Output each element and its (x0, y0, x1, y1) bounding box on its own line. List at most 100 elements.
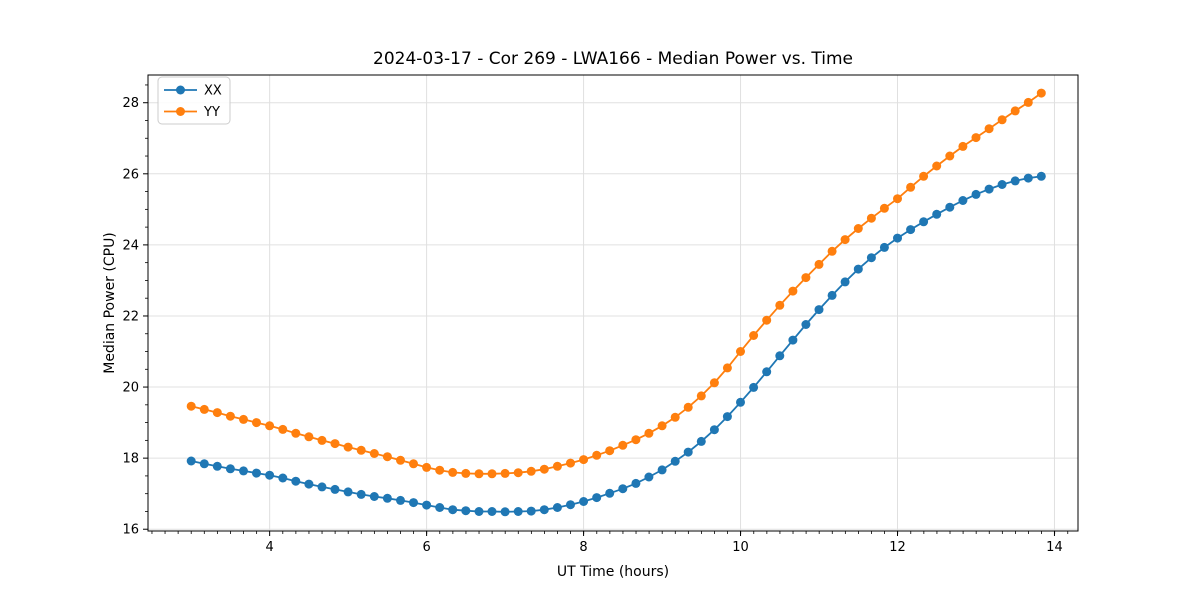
data-point-XX (971, 189, 981, 199)
data-point-YY (932, 161, 942, 171)
data-point-XX (1010, 176, 1020, 186)
axis-ticks: 4 6 8 10 12 14 16 18 20 22 24 26 28 (122, 84, 1069, 555)
data-point-XX (343, 487, 353, 497)
data-point-XX (775, 351, 785, 361)
data-point-XX (853, 264, 863, 274)
data-point-YY (709, 378, 719, 388)
data-point-XX (683, 447, 693, 457)
data-point-YY (513, 468, 523, 478)
data-point-YY (369, 449, 379, 458)
data-point-XX (448, 505, 458, 515)
y-tick-label: 22 (122, 309, 139, 324)
data-point-XX (788, 335, 798, 345)
data-point-YY (186, 401, 196, 411)
y-tick-label: 26 (122, 167, 139, 182)
data-point-XX (618, 484, 628, 494)
data-point-XX (592, 493, 602, 503)
y-tick-label: 28 (122, 96, 139, 111)
x-tick-label: 4 (266, 540, 274, 555)
data-point-XX (722, 412, 732, 422)
data-point-YY (762, 315, 772, 325)
data-point-YY (984, 124, 994, 134)
data-point-YY (382, 452, 392, 462)
legend-label: XX (204, 84, 222, 99)
data-point-XX (225, 464, 235, 474)
data-point-YY (840, 235, 850, 245)
data-point-YY (814, 259, 824, 269)
data-point-XX (631, 478, 641, 488)
data-point-YY (788, 286, 798, 296)
data-point-XX (945, 202, 955, 212)
data-point-YY (474, 469, 484, 479)
x-tick-label: 8 (579, 540, 587, 555)
data-point-XX (382, 493, 392, 503)
data-point-XX (657, 465, 667, 475)
data-point-XX (906, 225, 916, 235)
data-point-YY (592, 450, 602, 460)
data-point-XX (736, 397, 745, 407)
y-tick-label: 16 (122, 523, 139, 538)
data-point-XX (566, 500, 575, 510)
data-point-YY (853, 224, 863, 233)
data-point-YY (291, 428, 301, 438)
data-point-XX (866, 253, 876, 263)
plot-frame (147, 74, 1079, 532)
data-point-YY (396, 455, 405, 465)
data-point-XX (356, 489, 366, 499)
data-point-YY (212, 408, 222, 418)
data-point-XX (997, 180, 1007, 189)
x-tick-label: 10 (732, 540, 749, 555)
data-point-XX (801, 320, 811, 329)
legend-marker-icon (176, 107, 185, 116)
data-point-YY (487, 469, 497, 479)
data-point-YY (199, 404, 209, 414)
data-point-XX (291, 476, 301, 486)
data-point-XX (239, 466, 248, 476)
data-point-YY (239, 414, 248, 424)
data-point-XX (278, 473, 288, 483)
data-point-XX (919, 217, 929, 227)
data-point-YY (579, 455, 589, 465)
data-point-YY (971, 133, 981, 143)
x-tick-label: 6 (422, 540, 430, 555)
data-point-YY (343, 442, 353, 452)
legend: XX YY (157, 76, 231, 125)
y-axis-label: Median Power (CPU) (102, 232, 118, 374)
data-point-YY (696, 391, 706, 401)
data-point-YY (866, 213, 876, 223)
data-point-YY (906, 182, 916, 192)
data-point-YY (265, 421, 275, 431)
grid-lines (148, 75, 1078, 531)
legend-item-YY: YY (164, 105, 220, 120)
data-point-XX (212, 461, 222, 471)
data-point-YY (893, 194, 902, 204)
data-point-XX (670, 456, 680, 466)
data-point-XX (984, 184, 994, 194)
data-point-XX (879, 242, 889, 252)
legend-label: YY (203, 105, 220, 120)
data-point-XX (762, 367, 772, 377)
data-point-YY (448, 467, 458, 477)
data-point-YY (683, 402, 693, 412)
data-point-YY (827, 246, 837, 256)
data-point-YY (1023, 97, 1033, 107)
data-point-YY (566, 458, 575, 468)
data-point-XX (605, 488, 615, 498)
data-point-XX (552, 503, 562, 512)
x-tick-label: 14 (1046, 540, 1063, 555)
data-point-YY (304, 432, 314, 442)
data-point-YY (435, 465, 445, 475)
data-point-XX (827, 290, 837, 300)
data-point-XX (1036, 171, 1046, 181)
data-point-XX (958, 196, 968, 205)
data-point-YY (278, 424, 288, 434)
data-point-XX (252, 468, 261, 478)
data-point-YY (1010, 106, 1020, 116)
data-point-XX (513, 507, 523, 516)
data-point-YY (919, 171, 929, 181)
data-point-YY (670, 412, 680, 422)
data-point-YY (722, 363, 732, 373)
data-point-XX (396, 495, 405, 505)
data-point-XX (709, 425, 719, 435)
